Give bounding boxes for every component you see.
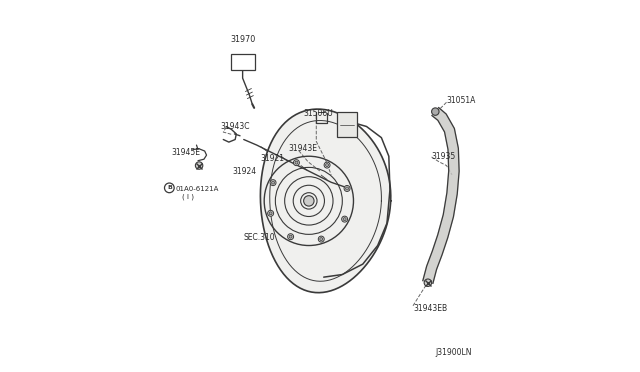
Circle shape [269, 212, 272, 215]
Circle shape [318, 236, 324, 242]
Text: 01A0-6121A: 01A0-6121A [175, 186, 219, 192]
Circle shape [287, 234, 294, 240]
Circle shape [195, 162, 203, 169]
Circle shape [164, 183, 174, 193]
Circle shape [424, 279, 431, 286]
Circle shape [344, 186, 350, 192]
Circle shape [342, 216, 348, 222]
Text: 31970: 31970 [230, 35, 255, 44]
Circle shape [271, 181, 275, 184]
Circle shape [320, 238, 323, 241]
Circle shape [270, 180, 276, 186]
Circle shape [295, 161, 298, 164]
Text: 31943E: 31943E [289, 144, 317, 153]
Text: SEC.310: SEC.310 [244, 233, 275, 242]
Text: B: B [167, 185, 172, 190]
Circle shape [268, 210, 274, 216]
Text: J31900LN: J31900LN [435, 348, 472, 357]
Text: 31943EB: 31943EB [413, 304, 447, 313]
Text: 31921: 31921 [260, 154, 285, 163]
Circle shape [326, 164, 328, 167]
FancyBboxPatch shape [337, 112, 357, 137]
Text: 31943C: 31943C [220, 122, 250, 131]
Circle shape [343, 218, 346, 221]
Circle shape [294, 160, 300, 166]
Circle shape [303, 196, 314, 206]
FancyBboxPatch shape [231, 54, 255, 70]
Text: 31935: 31935 [431, 153, 456, 161]
Text: 31506U: 31506U [303, 109, 333, 118]
Circle shape [289, 235, 292, 238]
Text: ( I ): ( I ) [182, 193, 194, 200]
Polygon shape [260, 109, 391, 293]
Polygon shape [423, 108, 459, 283]
Circle shape [346, 187, 349, 190]
Circle shape [431, 108, 439, 115]
Text: 31051A: 31051A [447, 96, 476, 105]
Circle shape [324, 162, 330, 168]
Text: 31924: 31924 [232, 167, 257, 176]
Text: 31945E: 31945E [172, 148, 200, 157]
